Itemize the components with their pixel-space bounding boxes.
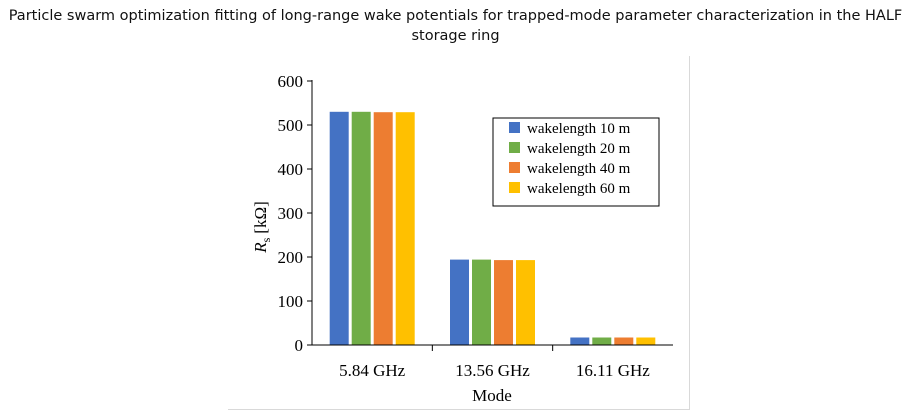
page-title: Particle swarm optimization fitting of l…: [8, 8, 903, 44]
y-tick-label: 0: [295, 336, 304, 355]
bar: [494, 260, 513, 345]
legend-swatch: [509, 182, 520, 193]
legend-label: wakelength 40 m: [527, 161, 631, 177]
legend-label: wakelength 10 m: [527, 121, 631, 137]
legend-label: wakelength 20 m: [527, 141, 631, 157]
bar: [592, 337, 612, 345]
legend-label: wakelength 60 m: [527, 181, 631, 197]
bar: [472, 259, 491, 345]
x-tick-label: 5.84 GHz: [339, 361, 406, 380]
y-tick-label: 500: [278, 116, 304, 135]
legend-swatch: [509, 122, 520, 133]
bar: [351, 111, 371, 345]
legend-swatch: [509, 162, 520, 173]
bars-group: [329, 111, 656, 345]
bar: [636, 337, 656, 345]
legend-swatch: [509, 142, 520, 153]
chart-frame: [228, 56, 690, 410]
y-axis-label-subscript: s: [259, 237, 273, 242]
x-tick-label: 13.56 GHz: [455, 361, 530, 380]
bar: [516, 260, 535, 345]
x-axis-label: Mode: [472, 386, 512, 405]
y-tick-label: 100: [278, 292, 304, 311]
y-ticks-group: 0 100 200 300 400 500 600: [278, 72, 312, 355]
bar: [373, 112, 393, 345]
y-axis-label: Rs [kΩ]: [251, 201, 273, 254]
legend-box: [492, 117, 660, 207]
y-tick-label: 600: [278, 72, 304, 91]
y-tick-label: 400: [278, 160, 304, 179]
bar: [395, 112, 415, 345]
y-axis-label-symbol: R: [251, 242, 270, 254]
x-ticks-group: 5.84 GHz 13.56 GHz 16.11 GHz: [339, 345, 650, 380]
y-tick-label: 300: [278, 204, 304, 223]
y-axis-label-unit: [kΩ]: [251, 201, 270, 233]
bar: [329, 111, 349, 345]
legend: wakelength 10 m wakelength 20 m wakelength…: [492, 117, 660, 207]
x-tick-label: 16.11 GHz: [576, 361, 650, 380]
bar: [614, 337, 634, 345]
bar: [570, 337, 590, 345]
y-tick-label: 200: [278, 248, 304, 267]
bar: [450, 259, 469, 345]
